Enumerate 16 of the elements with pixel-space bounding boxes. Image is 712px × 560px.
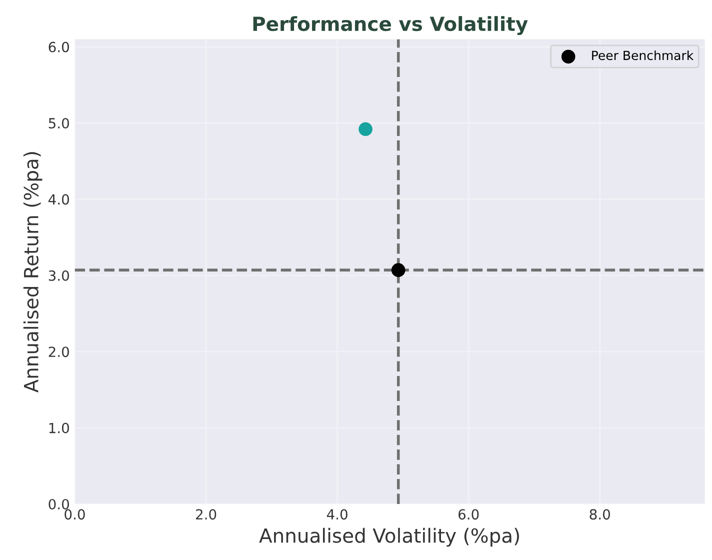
y-tick-label: 0.0 <box>48 498 69 510</box>
x-tick-label: 6.0 <box>458 509 479 520</box>
chart-title: Performance vs Volatility <box>253 16 528 36</box>
y-tick-label: 2.0 <box>48 346 69 358</box>
legend-label: Peer Benchmark <box>592 50 694 60</box>
x-tick-label: 0.0 <box>64 509 85 520</box>
x-tick-label: 4.0 <box>326 509 348 520</box>
y-tick-label: 1.0 <box>49 422 69 434</box>
y-tick-label: 4.0 <box>48 194 69 205</box>
y-tick-label: 3.0 <box>48 270 69 281</box>
y-tick-label: 5.0 <box>48 118 69 128</box>
y-tick-label: 6.0 <box>48 42 69 52</box>
x-tick-label: 8.0 <box>590 509 610 520</box>
y-axis-title: Annualised Return (%pa) <box>23 152 42 393</box>
x-axis-title: Annualised Volatility (%pa) <box>259 528 519 547</box>
x-tick-label: 2.0 <box>196 509 216 520</box>
